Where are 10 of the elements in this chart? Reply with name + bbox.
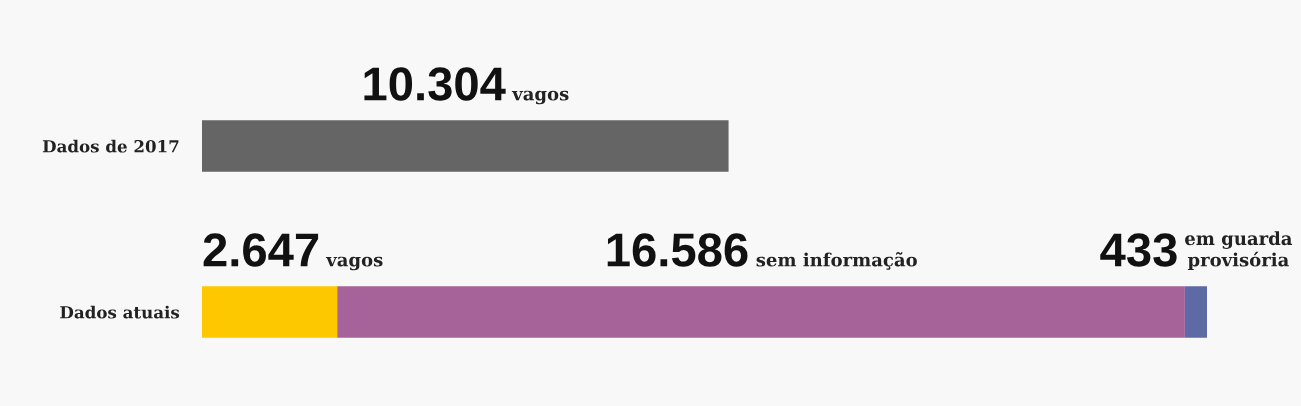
data-label: 10.304 — [364, 67, 506, 101]
data-label: 16.586 — [607, 233, 748, 267]
data-label: 2.647 — [203, 233, 319, 267]
y-tick-label: Dados atuais — [60, 305, 180, 319]
y-tick-label: Dados de 2017 — [42, 139, 179, 153]
series-label: vagos — [511, 90, 569, 105]
series-label: vagos — [325, 256, 383, 271]
series-label: sem informação — [756, 251, 917, 270]
data-label: 433 — [1100, 233, 1177, 267]
series-label: em guarda provisória — [1185, 231, 1293, 271]
